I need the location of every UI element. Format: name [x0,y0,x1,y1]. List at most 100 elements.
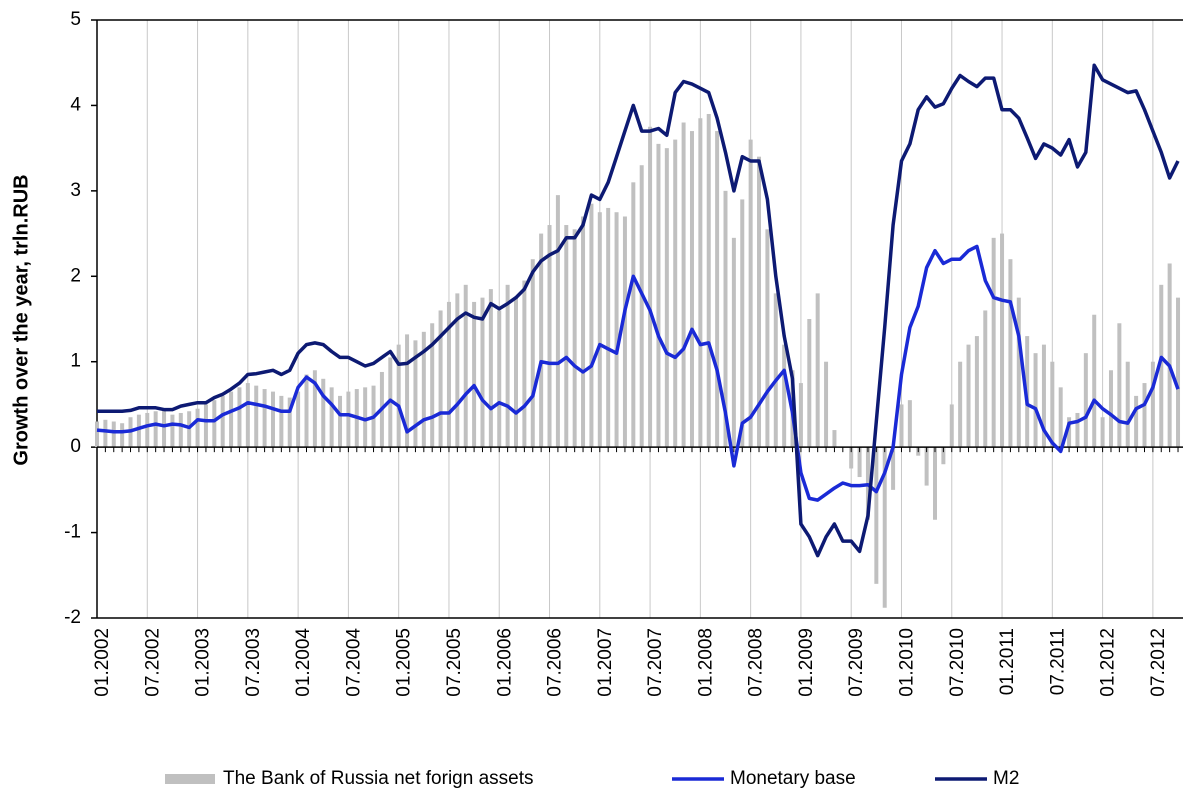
bar [715,131,720,448]
bar [581,216,586,448]
bar [664,148,669,448]
bar [681,122,686,448]
bar [1075,412,1080,448]
bar [539,233,544,448]
bar [1159,284,1164,448]
x-tick-label: 01.2010 [896,628,917,697]
bar [673,139,678,448]
y-tick-label: 0 [70,436,81,457]
legend-label: M2 [993,768,1019,789]
bar [488,289,493,448]
y-tick-label: 3 [70,180,81,201]
bar [455,293,460,448]
bar [874,447,879,584]
bar [782,344,787,448]
bar [899,404,904,448]
bar [346,391,351,448]
legend-swatch [165,774,215,784]
bar [1058,387,1063,448]
bar [757,156,762,448]
bar [597,212,602,448]
bar [547,225,552,448]
bar [472,301,477,448]
bar [245,383,250,448]
bar [773,293,778,448]
x-tick-label: 07.2011 [1047,628,1068,695]
bar [857,447,862,478]
bar [203,404,208,448]
bar [748,139,753,448]
bar [170,414,175,448]
bar [1117,323,1122,448]
x-tick-label: 01.2008 [695,628,716,697]
bar [622,216,627,448]
x-tick-label: 01.2004 [293,628,314,697]
bar [1083,353,1088,448]
bar [254,385,259,448]
bar [321,378,326,448]
bar [891,447,896,490]
bar [765,229,770,448]
bar [807,319,812,448]
bar [296,391,301,448]
bar [1016,297,1021,448]
x-tick-label: 01.2006 [494,628,515,697]
bar [405,334,410,448]
bar [589,203,594,448]
y-tick-label: 1 [70,351,81,372]
x-tick-label: 07.2005 [444,628,465,697]
y-tick-label: 4 [70,94,81,115]
bar [480,297,485,448]
y-tick-label: 5 [70,9,81,30]
bar [229,391,234,448]
bar [363,387,368,448]
x-tick-label: 07.2002 [142,628,163,697]
bar [907,400,912,448]
bar [312,370,317,448]
bar [279,395,284,448]
bar [287,397,292,448]
legend-label: The Bank of Russia net forign assets [223,768,534,789]
bar [606,207,611,448]
line [97,63,1180,558]
bar [882,447,887,608]
x-tick-label: 07.2009 [846,628,867,697]
bar [698,118,703,448]
bar [1150,361,1155,448]
bar [614,212,619,448]
bar [706,113,711,448]
x-tick-label: 07.2012 [1148,628,1169,697]
bar [237,387,242,448]
x-tick-label: 07.2008 [746,628,767,697]
bar [421,331,426,448]
x-tick-label: 01.2011 [997,628,1018,695]
bar [731,237,736,448]
bar [723,190,728,448]
bar [639,165,644,448]
bar [924,447,929,486]
x-tick-label: 01.2005 [394,628,415,697]
bar [270,391,275,448]
bar [1067,417,1072,448]
x-tick-label: 07.2006 [545,628,566,697]
bar [648,126,653,448]
bar [1167,263,1172,448]
bar [178,412,183,448]
bar [740,199,745,448]
bar [824,361,829,448]
bar [522,280,527,448]
bar [1134,395,1139,448]
bar [262,389,267,448]
x-tick-label: 01.2009 [796,628,817,697]
bar [572,229,577,448]
bar [396,344,401,448]
bar [974,336,979,448]
bar [1041,344,1046,448]
bar [798,383,803,448]
bar [514,297,518,448]
bar [1100,417,1105,448]
bar [103,419,108,448]
bar [505,284,510,448]
bar [933,447,937,520]
bar [446,301,451,448]
